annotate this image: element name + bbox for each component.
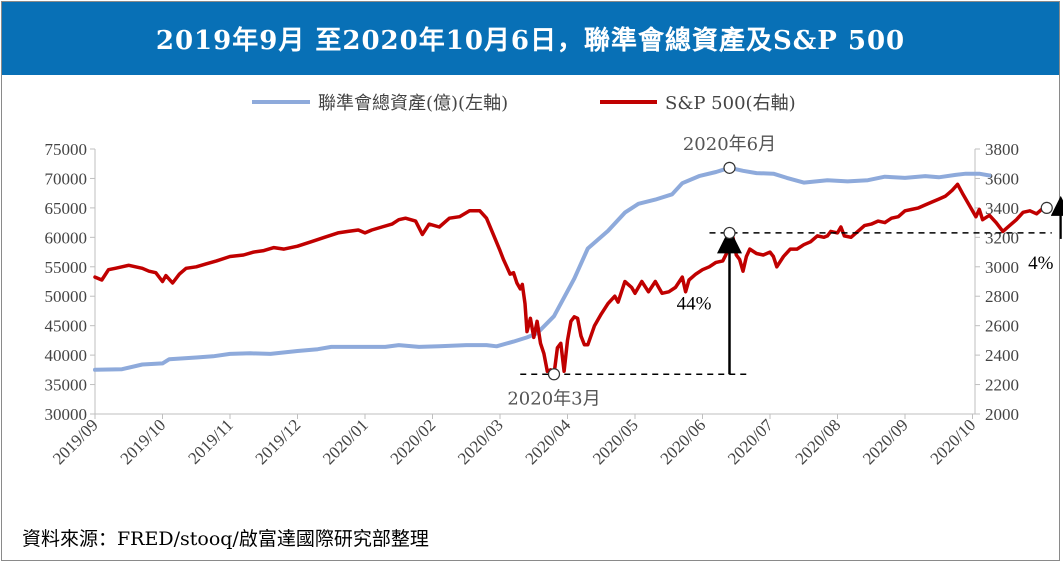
title-bar: 2019年9月 至2020年10月6日，聯準會總資產及S&P 500 — [2, 2, 1059, 75]
x-axis-tick-label: 2020/04 — [521, 415, 574, 468]
x-axis-tick-label: 2019/12 — [251, 415, 304, 468]
left-axis-tick-label: 75000 — [45, 140, 88, 159]
x-axis-tick-label: 2019/11 — [184, 415, 236, 467]
annotation-4pct-label: 4% — [1028, 253, 1054, 274]
x-axis-tick-label: 2020/01 — [319, 415, 372, 468]
right-axis-tick-label: 3800 — [985, 140, 1019, 159]
x-axis-tick-label: 2020/10 — [926, 415, 979, 468]
left-axis-tick-label: 60000 — [45, 228, 88, 247]
annotation-june-label: 2020年6月 — [683, 134, 776, 155]
left-axis-tick-label: 40000 — [45, 346, 88, 365]
x-axis-tick-label: 2020/09 — [859, 415, 912, 468]
left-axis-tick-label: 45000 — [45, 317, 88, 336]
annotation-44pct-label: 44% — [677, 294, 712, 315]
chart-title: 2019年9月 至2020年10月6日，聯準會總資產及S&P 500 — [155, 26, 906, 56]
left-axis-tick-label: 30000 — [45, 405, 88, 424]
annotation-march-label: 2020年3月 — [507, 388, 600, 409]
right-axis-tick-label: 2200 — [985, 376, 1019, 395]
x-axis-tick-label: 2020/05 — [589, 415, 642, 468]
march-sp-marker — [547, 368, 561, 381]
x-axis-tick-label: 2019/10 — [116, 415, 169, 468]
right-axis-tick-label: 2400 — [985, 346, 1019, 365]
left-axis-tick-label: 50000 — [45, 287, 88, 306]
left-axis-tick-label: 35000 — [45, 376, 88, 395]
series-fed-assets-line — [93, 165, 992, 372]
right-axis-tick-label: 3400 — [985, 199, 1019, 218]
right-axis-tick-label: 2800 — [985, 287, 1019, 306]
x-axis-tick-label: 2020/08 — [791, 415, 844, 468]
legend-fed-label: 聯準會總資產(億)(左軸) — [318, 93, 508, 114]
x-axis-tick-label: 2020/07 — [724, 415, 777, 468]
right-axis-tick-label: 2000 — [985, 405, 1019, 424]
x-axis-tick-label: 2020/03 — [454, 415, 507, 468]
right-axis-tick-label: 3600 — [985, 169, 1019, 188]
right-axis-tick-label: 2600 — [985, 317, 1019, 336]
left-axis-tick-label: 70000 — [45, 169, 88, 188]
left-axis-tick-label: 55000 — [45, 258, 88, 277]
series-sp500-line — [93, 182, 1049, 377]
june-sp-marker — [723, 226, 736, 240]
x-axis-tick-label: 2020/02 — [386, 415, 439, 468]
source-note: 資料來源：FRED/stooq/啟富達國際研究部整理 — [22, 528, 429, 550]
june-fed-marker — [723, 161, 736, 174]
x-axis-tick-label: 2020/06 — [656, 415, 709, 468]
legend-sp-label: S&P 500(右軸) — [665, 93, 796, 114]
right-axis-tick-label: 3000 — [985, 258, 1019, 277]
left-axis-tick-label: 65000 — [45, 199, 88, 218]
oct-sp-marker — [1040, 201, 1053, 214]
